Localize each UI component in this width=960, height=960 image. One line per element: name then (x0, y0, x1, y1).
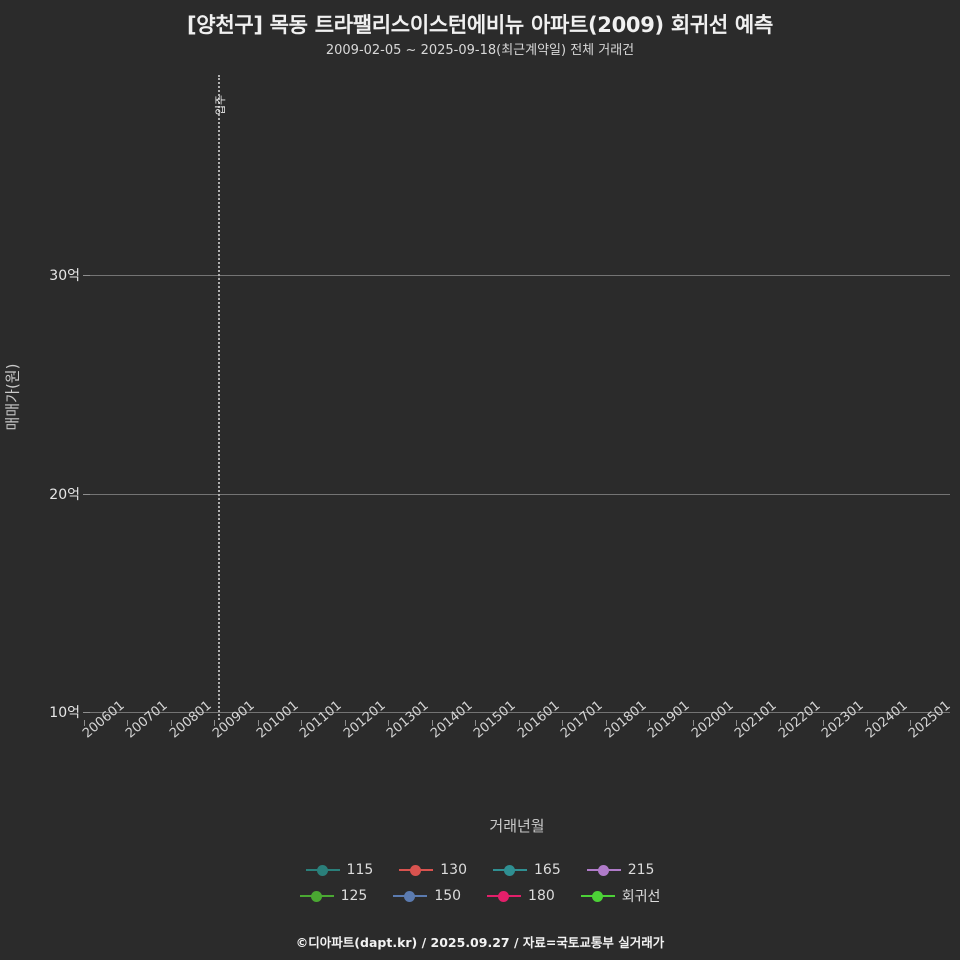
y-axis-tick-label: 20억 (49, 484, 90, 504)
legend-marker-icon (586, 864, 621, 876)
plot-canvas: 입주 (84, 75, 950, 720)
legend-marker-icon (580, 890, 615, 902)
x-axis-tick-mark (127, 720, 129, 726)
x-axis-tick-mark (301, 720, 303, 726)
legend-marker-icon (305, 864, 340, 876)
plot-area: 30억 20억 10억 매매가(원) 200601 200701 200801 20090… (4, 75, 954, 835)
x-axis-tick-mark (736, 720, 738, 726)
legend-label: 180 (528, 888, 555, 904)
x-axis-tick-mark (475, 720, 477, 726)
page-title: [양천구] 목동 트라팰리스이스턴에비뉴 아파트(2009) 회귀선 예측 (187, 13, 773, 37)
gridline (84, 275, 950, 276)
move-in-label: 입주 (214, 94, 228, 116)
legend-label: 165 (534, 862, 561, 878)
legend-marker-icon (487, 890, 522, 902)
x-axis-tick-mark (605, 720, 607, 726)
x-axis-tick-mark (823, 720, 825, 726)
x-axis-tick-mark (692, 720, 694, 726)
x-axis-tick-mark (518, 720, 520, 726)
x-axis-tick-mark (562, 720, 564, 726)
legend-item-165[interactable]: 165 (493, 862, 561, 878)
legend-item-180[interactable]: 180 (487, 886, 555, 906)
y-axis-label: 매매가(원) (3, 363, 22, 431)
chart-legend: 115 130 165 215 125 150 180 회귀선 (0, 862, 960, 906)
legend-item-115[interactable]: 115 (305, 862, 374, 878)
x-axis-tick-mark (779, 720, 781, 726)
gridline (84, 493, 950, 495)
legend-row: 125 150 180 회귀선 (299, 886, 661, 906)
legend-marker-icon (299, 890, 334, 902)
legend-label: 회귀선 (621, 889, 661, 905)
x-axis-tick-mark (170, 720, 172, 726)
x-axis-tick-mark (84, 720, 85, 726)
x-axis-tick-mark (388, 720, 390, 726)
y-axis-tick-label: 10억 (49, 702, 90, 722)
regression-line (84, 75, 950, 720)
gridline (84, 712, 950, 713)
x-axis-tick-mark (910, 720, 912, 726)
page-subtitle: 2009-02-05 ~ 2025-09-18(최근계약일) 전체 거래건 (325, 43, 635, 58)
legend-label: 215 (627, 862, 655, 878)
legend-item-회귀선[interactable]: 회귀선 (580, 886, 661, 906)
legend-item-150[interactable]: 150 (393, 886, 461, 906)
x-axis-label: 거래년월 (489, 817, 545, 835)
legend-marker-icon (493, 864, 527, 876)
legend-item-125[interactable]: 125 (299, 886, 368, 906)
x-axis-tick-mark (214, 720, 216, 726)
legend-label: 125 (340, 888, 368, 904)
x-axis-tick-mark (257, 720, 259, 726)
y-axis-tick-label: 30억 (49, 265, 90, 285)
x-axis-tick-mark (866, 720, 868, 726)
footer-credit: ©디아파트(dapt.kr) / 2025.09.27 / 자료=국토교통부 실… (295, 935, 665, 950)
legend-marker-icon (393, 890, 428, 902)
legend-label: 150 (434, 888, 462, 904)
legend-label: 130 (440, 862, 467, 878)
legend-item-215[interactable]: 215 (586, 862, 655, 878)
x-axis-tick-mark (431, 720, 433, 726)
x-axis-tick-mark (344, 720, 346, 726)
legend-item-130[interactable]: 130 (399, 862, 467, 878)
legend-marker-icon (399, 864, 434, 876)
move-in-vertical-line (218, 75, 221, 720)
legend-row: 115 130 165 215 (305, 862, 655, 878)
x-axis-tick-mark (649, 720, 651, 726)
legend-label: 115 (346, 862, 374, 878)
